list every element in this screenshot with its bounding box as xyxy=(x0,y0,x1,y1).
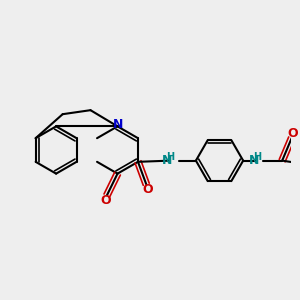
Text: O: O xyxy=(100,194,111,207)
Text: H: H xyxy=(254,152,262,162)
Text: H: H xyxy=(166,152,174,162)
Text: N: N xyxy=(162,154,172,167)
Text: O: O xyxy=(288,127,298,140)
Text: O: O xyxy=(142,183,153,196)
Text: N: N xyxy=(113,118,124,131)
Text: N: N xyxy=(249,154,259,167)
